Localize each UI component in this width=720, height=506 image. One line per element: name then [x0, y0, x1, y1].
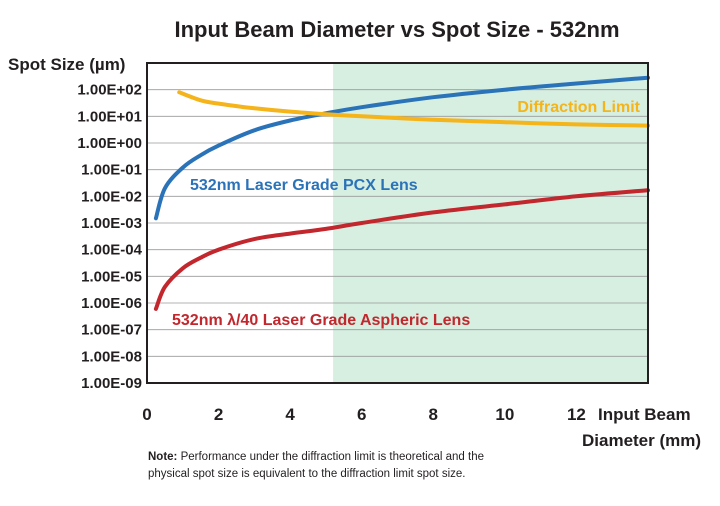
y-tick-labels: 1.00E+02 1.00E+01 1.00E+00 1.00E-01 1.00E-02… — [77, 82, 142, 392]
series-line-aspheric — [153, 188, 650, 311]
y-tick-label: 1.00E+02 — [77, 82, 142, 99]
y-tick-label: 1.00E-08 — [81, 348, 142, 365]
series-line-diffraction — [177, 90, 650, 128]
y-tick-label: 1.00E+01 — [77, 108, 142, 125]
y-axis-label: Spot Size (µm) — [8, 55, 125, 74]
series-line-pcx — [153, 75, 650, 221]
plot-frame — [146, 62, 649, 384]
x-axis-label-line2: Diameter (mm) — [582, 431, 701, 450]
note-text: Performance under the diffraction limit … — [148, 451, 485, 480]
y-tick-label: 1.00E-02 — [81, 188, 142, 205]
series-lines — [153, 75, 650, 311]
x-tick-labels: 0 2 4 6 8 10 12 — [142, 405, 586, 424]
x-tick-label: 8 — [429, 405, 438, 424]
x-tick-label: 2 — [214, 405, 223, 424]
x-tick-label: 10 — [495, 405, 514, 424]
y-tick-label: 1.00E-09 — [81, 375, 142, 392]
x-tick-label: 4 — [285, 405, 295, 424]
series-label-pcx: 532nm Laser Grade PCX Lens — [190, 177, 418, 194]
x-tick-label: 0 — [142, 405, 151, 424]
note-label: Note: — [148, 451, 178, 463]
series-label-aspheric: 532nm λ/40 Laser Grade Aspheric Lens — [172, 312, 470, 329]
y-tick-label: 1.00E+00 — [77, 135, 142, 152]
y-tick-label: 1.00E-05 — [81, 268, 142, 285]
footnote: Note: Performance under the diffraction … — [148, 449, 528, 483]
y-tick-label: 1.00E-07 — [81, 322, 142, 339]
chart-title: Input Beam Diameter vs Spot Size - 532nm — [174, 17, 619, 42]
y-tick-label: 1.00E-03 — [81, 215, 142, 232]
series-label-diffraction: Diffraction Limit — [517, 99, 640, 116]
x-tick-label: 12 — [567, 405, 586, 424]
x-tick-label: 6 — [357, 405, 366, 424]
plot-area — [146, 62, 650, 384]
y-tick-label: 1.00E-01 — [81, 162, 142, 179]
y-tick-label: 1.00E-04 — [81, 242, 143, 259]
y-tick-label: 1.00E-06 — [81, 295, 142, 312]
x-axis-label-line1: Input Beam — [598, 405, 691, 424]
